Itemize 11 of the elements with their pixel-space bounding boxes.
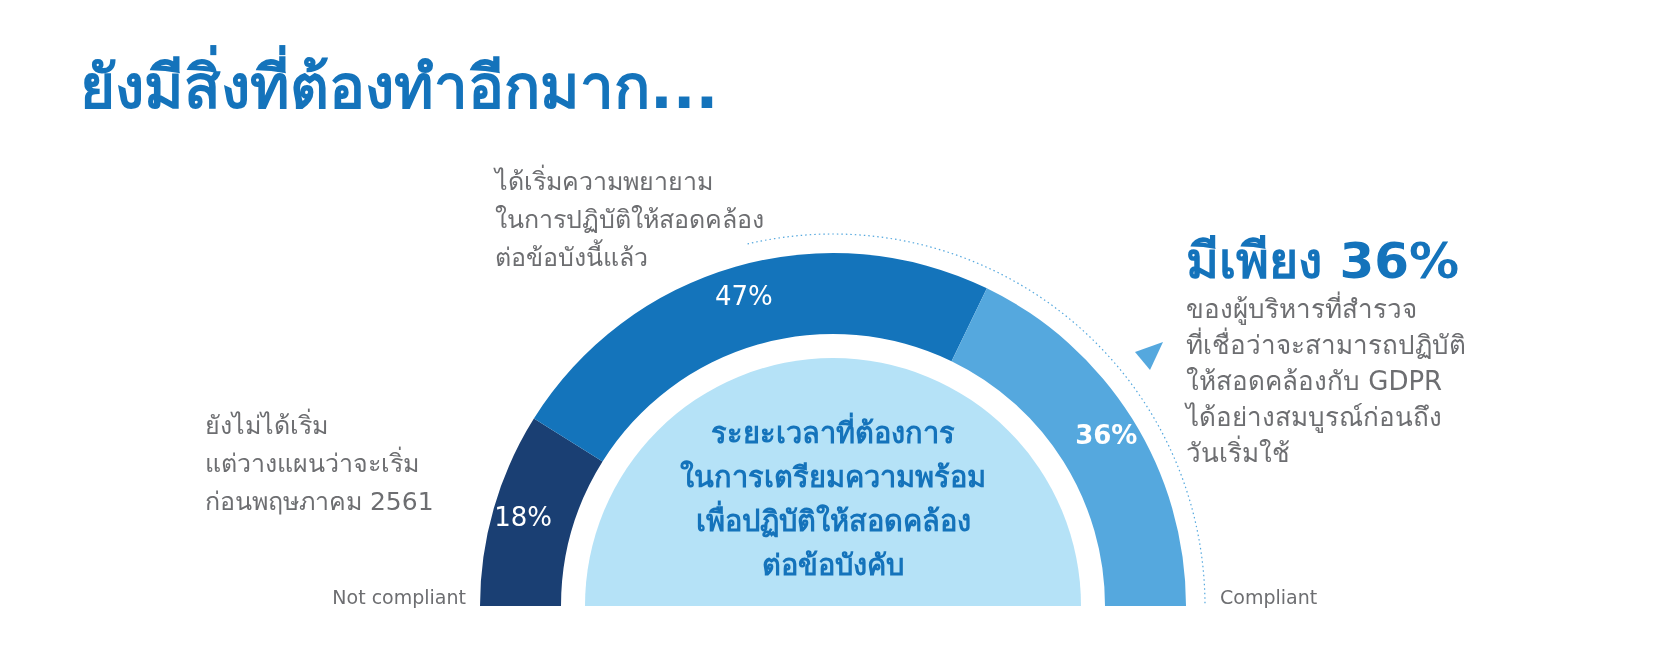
slice-label: ได้เริ่มความพยายาม ในการปฏิบัติให้สอดคล้อง ต่อข้อบังนี้แล้ว (493, 164, 764, 272)
slice-label: ยังไม่ได้เริ่ม แต่วางแผนว่าจะเริ่ม ก่อนพฤษภาคม 2561 (205, 408, 434, 516)
text: Not compliant (332, 586, 466, 608)
data-label: 36% (1075, 419, 1138, 450)
text: ระยะเวลาที่ต้องการ ในการเตรียมความพร้อม เพื่อปฏิบัติให้สอดคล้อง ต่อข้อบังคับ (680, 412, 986, 582)
chart-title: ยังมีสิ่งที่ต้องทำอีกมาก... (80, 45, 719, 122)
data-label: 18% (494, 501, 552, 532)
text: Compliant (1220, 586, 1318, 608)
text: มีเพียง 36% (1186, 232, 1460, 290)
data-label: 47% (714, 281, 773, 312)
text: ของผู้บริหารที่สำรวจ ที่เชื่อว่าจะสามารถปฏิบัติ ให้สอดคล้องกับ GDPR ได้อย่างสมบูรณ์ก่อนถึง วันเริ่มใช้ (1184, 291, 1466, 468)
